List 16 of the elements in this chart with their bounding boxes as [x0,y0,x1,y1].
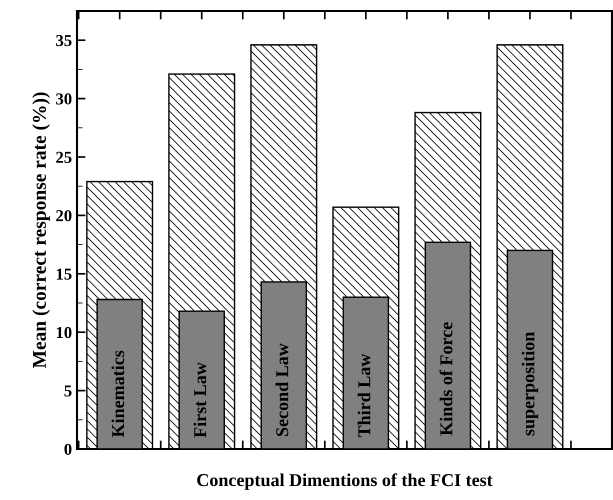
x-tick-label: Kinematics [111,350,124,438]
x-tick-label: superposition [522,332,538,436]
y-tick-label: 30 [56,93,72,105]
x-axis-title: Conceptual Dimentions of the FCI test [197,473,493,490]
y-tick-label: 0 [64,444,72,455]
x-tick-label: Kinds of Force [440,322,452,436]
y-tick-label: 20 [56,210,72,222]
y-axis-title: Mean (correct response rate (%)) [32,92,50,368]
x-tick-label: Second Law [276,343,288,436]
y-tick-label: 10 [56,326,72,338]
x-tick-label: First Law [194,362,206,438]
x-tick-label: Third Law [358,354,370,438]
y-tick-label: 25 [56,152,72,163]
y-tick-label: 5 [64,385,72,397]
y-tick-label: 15 [56,268,72,280]
y-tick-label: 35 [56,34,72,46]
